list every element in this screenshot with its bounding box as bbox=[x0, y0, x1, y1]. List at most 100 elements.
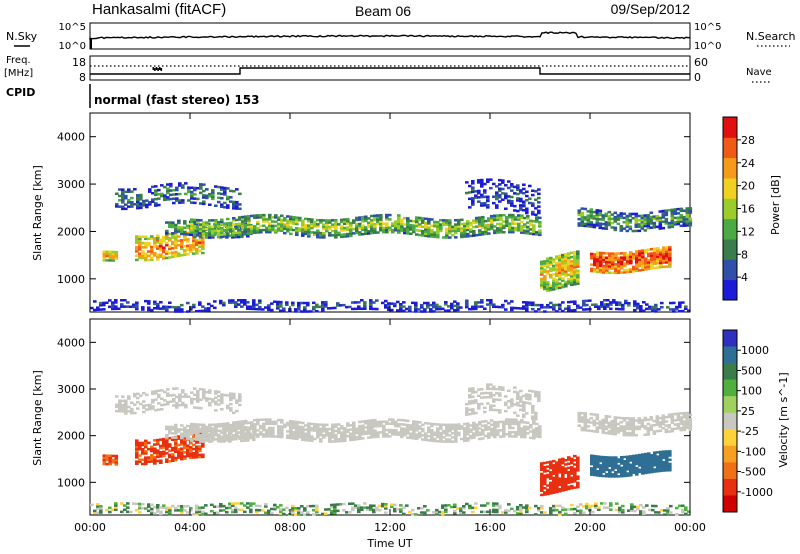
power-cell bbox=[201, 236, 205, 240]
power-cell bbox=[549, 258, 553, 262]
velocity-cell bbox=[592, 413, 597, 416]
velocity-cell bbox=[582, 505, 586, 508]
power-cell bbox=[198, 232, 202, 235]
velocity-cell bbox=[388, 422, 392, 425]
velocity-cell bbox=[352, 430, 356, 433]
velocity-cell bbox=[546, 475, 550, 479]
velocity-cell bbox=[111, 458, 116, 462]
power-cell bbox=[138, 239, 142, 243]
velocity-cell bbox=[673, 427, 678, 430]
power-cell bbox=[454, 219, 458, 222]
velocity-cell bbox=[549, 475, 553, 478]
power-cell bbox=[259, 224, 263, 228]
power-cell bbox=[599, 260, 603, 263]
power-cell bbox=[495, 195, 499, 199]
velocity-cell bbox=[535, 433, 539, 436]
velocity-cell bbox=[193, 425, 197, 428]
velocity-cell bbox=[484, 434, 488, 438]
velocity-cell bbox=[268, 430, 272, 434]
velocity-cell bbox=[614, 475, 618, 478]
velocity-cell bbox=[620, 462, 624, 465]
velocity-cell bbox=[622, 417, 627, 420]
velocity-cell bbox=[555, 473, 559, 477]
power-cell bbox=[427, 217, 431, 221]
power-cell bbox=[250, 231, 254, 235]
power-cell bbox=[177, 219, 181, 223]
power-cell bbox=[429, 310, 433, 313]
power-cell bbox=[475, 225, 479, 228]
velocity-cell bbox=[373, 433, 377, 437]
velocity-cell bbox=[519, 398, 523, 401]
power-cell bbox=[670, 215, 675, 218]
power-cell bbox=[229, 200, 233, 203]
velocity-cell bbox=[325, 432, 329, 435]
velocity-cell bbox=[469, 436, 473, 440]
power-cell bbox=[111, 259, 116, 262]
power-cell bbox=[409, 226, 413, 229]
power-cell bbox=[334, 233, 338, 237]
power-cell bbox=[655, 215, 660, 218]
velocity-cell bbox=[171, 457, 175, 460]
power-cell bbox=[433, 224, 437, 228]
velocity-cell bbox=[190, 433, 194, 436]
velocity-cell bbox=[355, 438, 359, 441]
velocity-cell bbox=[441, 512, 445, 516]
velocity-cell bbox=[423, 505, 427, 508]
velocity-cell bbox=[436, 423, 440, 426]
velocity-cell bbox=[679, 422, 684, 426]
velocity-cell bbox=[328, 434, 332, 437]
velocity-cell bbox=[400, 431, 404, 434]
power-cell bbox=[387, 302, 391, 305]
power-cell bbox=[177, 306, 181, 309]
velocity-cell bbox=[204, 504, 208, 507]
power-cell bbox=[295, 229, 299, 232]
power-cell bbox=[358, 216, 362, 219]
power-cell bbox=[340, 235, 344, 239]
power-cell bbox=[507, 195, 511, 198]
power-cell bbox=[532, 224, 536, 227]
power-cell bbox=[617, 256, 621, 260]
velocity-cell bbox=[421, 429, 425, 433]
velocity-cell bbox=[678, 504, 682, 508]
power-cell bbox=[180, 310, 184, 313]
power-cell bbox=[327, 307, 331, 310]
power-cell bbox=[435, 307, 439, 311]
power-cell bbox=[162, 235, 166, 239]
power-cell bbox=[520, 214, 524, 217]
velocity-cell bbox=[561, 489, 565, 492]
velocity-cell bbox=[493, 427, 497, 430]
power-cell bbox=[475, 233, 479, 237]
power-cell bbox=[510, 204, 514, 207]
power-cell bbox=[656, 251, 660, 254]
power-colorbar-swatch bbox=[723, 157, 737, 179]
power-cell bbox=[136, 198, 140, 201]
velocity-cell bbox=[144, 439, 148, 443]
velocity-cell bbox=[637, 421, 642, 424]
velocity-cell bbox=[370, 436, 374, 439]
velocity-cell bbox=[523, 433, 527, 437]
velocity-cell bbox=[382, 435, 386, 438]
velocity-cell bbox=[617, 460, 621, 463]
power-cell bbox=[546, 285, 550, 288]
velocity-cell bbox=[573, 507, 577, 511]
velocity-cell bbox=[189, 446, 193, 449]
power-cell bbox=[406, 230, 410, 233]
power-cell bbox=[543, 279, 547, 282]
power-cell bbox=[225, 236, 229, 239]
power-cell bbox=[276, 302, 280, 306]
power-cell bbox=[510, 185, 514, 188]
power-cell bbox=[617, 269, 621, 272]
velocity-cell bbox=[138, 454, 142, 457]
velocity-cell bbox=[448, 425, 452, 429]
velocity-cell bbox=[352, 421, 356, 425]
power-cell bbox=[310, 224, 314, 228]
power-cell bbox=[235, 207, 239, 210]
power-cell bbox=[648, 307, 652, 311]
velocity-cell bbox=[376, 433, 380, 436]
power-cell bbox=[270, 302, 274, 305]
power-cell bbox=[579, 306, 583, 309]
power-cell bbox=[662, 248, 666, 252]
velocity-cell bbox=[234, 508, 238, 512]
power-cell bbox=[489, 299, 493, 302]
power-cell bbox=[514, 218, 518, 221]
